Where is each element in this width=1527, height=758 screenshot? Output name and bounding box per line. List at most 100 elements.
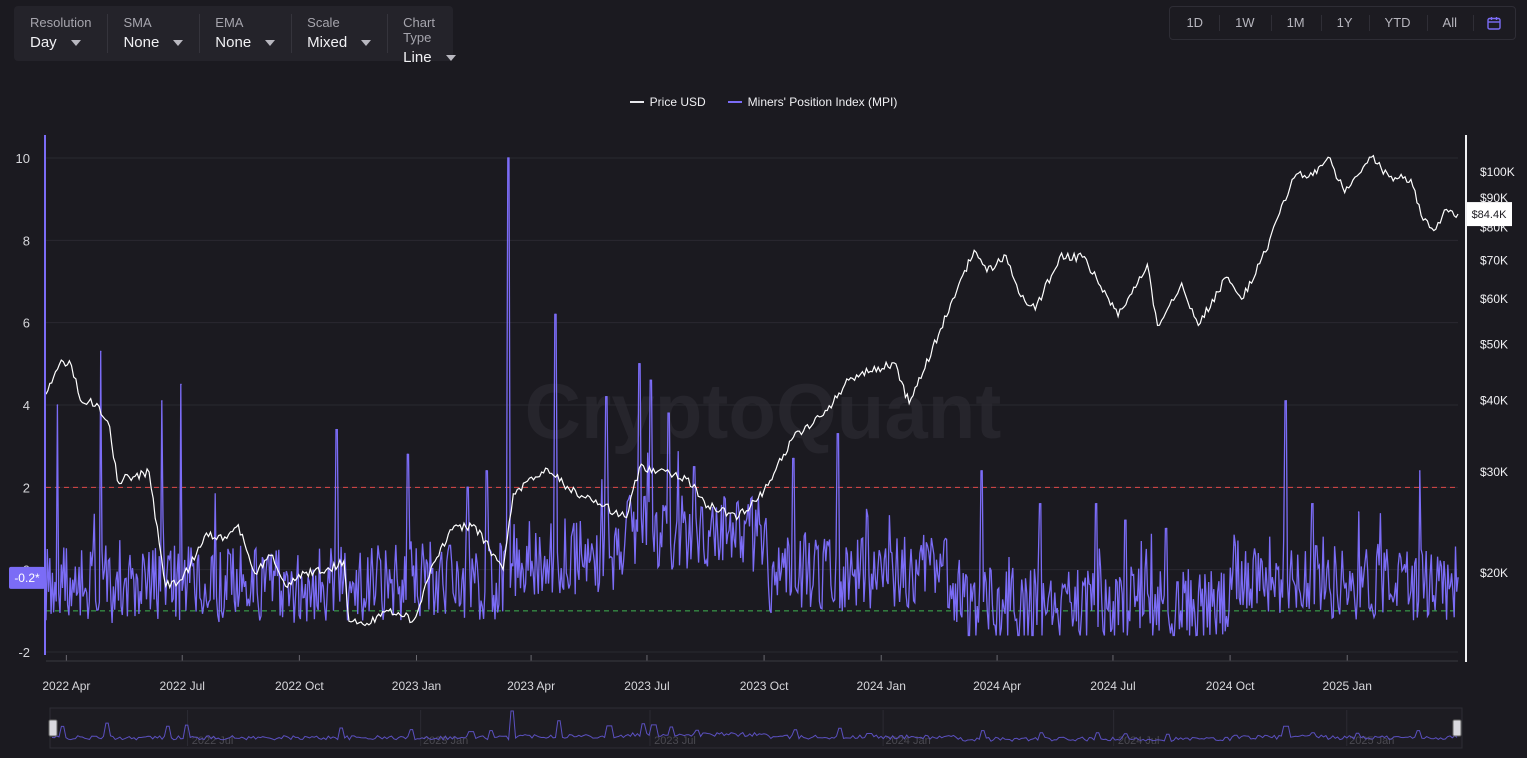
setting-value: Mixed [307, 34, 348, 51]
mpi-spike-point [649, 379, 652, 382]
mpi-spike-point [837, 433, 839, 435]
mpi-spike-point [638, 363, 641, 365]
settings-bar: Resolution Day SMA None EMA None Scale M… [14, 6, 456, 66]
legend-label-mpi: Miners' Position Index (MPI) [747, 95, 898, 109]
y-left-tick-label: 4 [23, 398, 30, 413]
x-tick-label: 2023 Jan [392, 679, 441, 693]
setting-label: SMA [123, 15, 152, 30]
chevron-down-icon [70, 39, 81, 46]
price-current-value: $84.4K [1472, 209, 1508, 221]
legend-item-mpi[interactable]: Miners' Position Index (MPI) [727, 95, 898, 109]
watermark: CryptoQuant [525, 367, 1002, 455]
setting-value: None [123, 34, 160, 51]
x-tick-label: 2024 Jul [1090, 679, 1135, 693]
setting-sma[interactable]: SMA None [107, 6, 199, 61]
mpi-spike-point [1039, 503, 1042, 505]
range-1d-button[interactable]: 1D [1186, 15, 1204, 30]
navigator-tick-label: 2025 Jan [1349, 735, 1394, 747]
y-right-tick-label: $60K [1480, 292, 1508, 306]
chart-legend: Price USD Miners' Position Index (MPI) [0, 95, 1527, 109]
mpi-spike-point [866, 515, 869, 517]
setting-label: EMA [215, 15, 244, 30]
mpi-spike-point [485, 470, 488, 472]
mpi-spike-point [1234, 544, 1236, 546]
navigator-track[interactable] [49, 707, 1463, 749]
mpi-spike-point [667, 412, 670, 415]
chevron-down-icon [445, 54, 456, 61]
y-left-tick-label: -2 [18, 645, 30, 660]
navigator-left-handle[interactable] [48, 719, 58, 737]
legend-swatch-mpi [727, 101, 742, 103]
navigator-tick-label: 2022 Jul [192, 735, 234, 747]
x-tick-label: 2022 Oct [275, 679, 324, 693]
navigator-right-handle[interactable] [1452, 719, 1462, 737]
x-tick-label: 2022 Jul [160, 679, 205, 693]
mpi-spike-point [693, 465, 695, 468]
x-tick-label: 2023 Jul [624, 679, 669, 693]
price-series-line[interactable] [45, 154, 1459, 627]
mpi-spike-point [1457, 577, 1459, 579]
y-left-tick-label: 2 [23, 480, 30, 495]
legend-item-price[interactable]: Price USD [629, 95, 706, 109]
mpi-spike-point [1312, 503, 1314, 505]
setting-label: Resolution [30, 15, 92, 30]
mpi-spike-point [99, 350, 102, 353]
calendar-icon[interactable] [1473, 12, 1515, 34]
setting-scale[interactable]: Scale Mixed [291, 6, 387, 61]
mpi-spike-point [1357, 511, 1360, 513]
setting-resolution[interactable]: Resolution Day [14, 6, 107, 61]
x-tick-label: 2023 Oct [740, 679, 789, 693]
setting-label: Scale [307, 15, 340, 30]
y-left-tick-label: 8 [23, 233, 30, 248]
range-1m-button[interactable]: 1M [1270, 12, 1321, 34]
mpi-current-value-box [9, 566, 45, 589]
x-tick-label: 2024 Oct [1206, 679, 1255, 693]
setting-label: Chart Type [403, 15, 435, 45]
chevron-down-icon [265, 39, 276, 46]
navigator-tick-label: 2023 Jul [654, 735, 696, 747]
x-tick-label: 2024 Jan [857, 679, 906, 693]
setting-ema[interactable]: EMA None [199, 6, 291, 61]
chevron-down-icon [173, 39, 184, 46]
mpi-spike-point [161, 400, 163, 402]
y-left-tick-label: 6 [23, 316, 30, 331]
range-1w-button[interactable]: 1W [1219, 12, 1271, 34]
mpi-spike-point [56, 404, 59, 406]
range-ytd-button[interactable]: YTD [1368, 12, 1427, 34]
x-tick-label: 2022 Apr [42, 679, 90, 693]
mpi-spike-point [1419, 470, 1421, 472]
mpi-spike-point [1095, 503, 1098, 505]
y-right-tick-label: $90K [1480, 191, 1508, 205]
y-right-tick-label: $50K [1480, 338, 1508, 352]
y-right-tick-label: $100K [1480, 165, 1515, 179]
setting-value: None [215, 34, 252, 51]
mpi-series-line[interactable] [45, 157, 1459, 637]
legend-label-price: Price USD [649, 95, 706, 109]
setting-value: Line [403, 49, 432, 66]
mpi-spike-point [180, 383, 182, 386]
mpi-spike-point [981, 470, 983, 472]
x-tick-label: 2025 Jan [1323, 679, 1372, 693]
mpi-spike-point [554, 313, 557, 316]
navigator-tick-label: 2024 Jul [1118, 735, 1160, 747]
setting-chart-type[interactable]: Chart Type Line [387, 6, 471, 66]
mpi-spike-point [335, 428, 338, 431]
y-right-tick-label: $30K [1480, 465, 1508, 479]
price-current-value-box [1467, 202, 1512, 227]
y-left-tick-label: 10 [16, 151, 30, 166]
mpi-spike-point [1285, 400, 1287, 402]
range-all-button[interactable]: All [1426, 12, 1473, 34]
range-1y-button[interactable]: 1Y [1320, 12, 1369, 34]
y-right-tick-label: $70K [1480, 254, 1508, 268]
mpi-spike-point [466, 486, 469, 489]
y-right-tick-label: $40K [1480, 393, 1508, 407]
x-tick-label: 2023 Apr [507, 679, 555, 693]
mpi-spike-point [605, 395, 608, 398]
y-right-tick-label: $20K [1480, 566, 1508, 580]
x-tick-label: 2024 Apr [973, 679, 1021, 693]
mpi-current-value: -0.2* [14, 571, 40, 585]
navigator-series-line [51, 710, 1458, 742]
mpi-spike-point [1165, 527, 1168, 530]
